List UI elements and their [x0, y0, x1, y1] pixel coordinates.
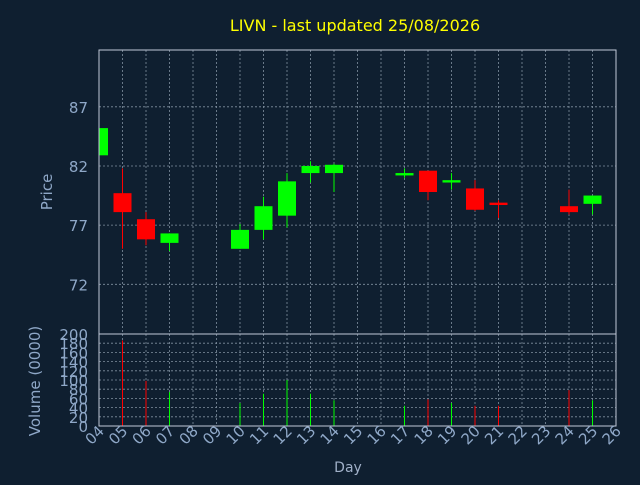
volume-y-tick-label: 120	[59, 363, 88, 381]
price-grid	[99, 50, 616, 334]
candle-body-17	[395, 173, 414, 176]
candle-body-13	[301, 165, 320, 174]
candle-body-21	[489, 202, 508, 206]
price-candles	[98, 128, 602, 252]
chart-title: LIVN - last updated 25/08/2026	[230, 16, 480, 35]
x-axis-label: Day	[334, 460, 362, 476]
volume-y-tick-label: 180	[59, 335, 88, 353]
volume-y-tick-label: 40	[69, 400, 88, 418]
volume-bars	[122, 340, 593, 426]
volume-y-tick-label: 140	[59, 354, 88, 372]
volume-y-tick-label: 100	[59, 372, 88, 390]
volume-y-tick-label: 200	[59, 326, 88, 344]
candle-body-25	[583, 195, 602, 204]
candle-body-11	[254, 206, 273, 230]
candle-body-07	[160, 233, 179, 243]
price-panel: 72 77 82 87	[69, 49, 617, 335]
x-axis-ticks: 0405060708091011121314151617181920212223…	[82, 422, 625, 448]
candle-body-24	[560, 206, 578, 213]
volume-y-tick-label: 60	[69, 390, 88, 408]
candle-body-19	[442, 180, 461, 183]
candle-body-05	[113, 193, 132, 213]
candle-body-18	[419, 170, 437, 192]
volume-y-tick-label: 80	[69, 381, 88, 399]
price-y-tick-label: 82	[69, 158, 88, 176]
candle-body-12	[278, 181, 296, 216]
candle-body-10	[231, 229, 249, 249]
candle-body-20	[466, 188, 484, 210]
candle-body-06	[137, 219, 155, 240]
volume-panel-frame	[98, 333, 617, 427]
volume-y-tick-label: 0	[78, 418, 88, 436]
price-y-axis-label: Price	[38, 174, 56, 211]
price-y-tick-label: 87	[69, 99, 88, 117]
price-y-tick-label: 72	[69, 276, 88, 294]
volume-y-tick-label: 20	[69, 409, 88, 427]
candle-body-14	[325, 164, 343, 174]
volume-y-axis-label: Volume (0000)	[26, 326, 44, 436]
price-y-tick-label: 77	[69, 217, 88, 235]
volume-y-tick-label: 160	[59, 344, 88, 362]
candle-body-04	[99, 128, 108, 156]
price-y-ticks: 72 77 82 87	[69, 99, 88, 294]
